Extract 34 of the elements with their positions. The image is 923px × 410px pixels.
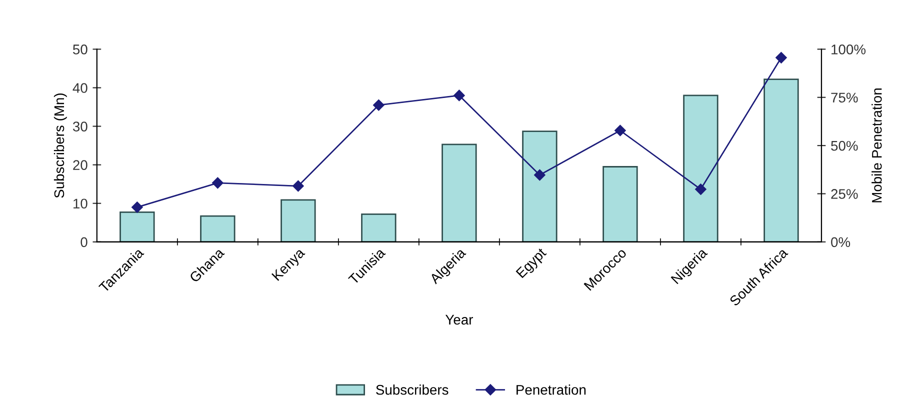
- point: [695, 184, 706, 195]
- bar: [120, 212, 155, 242]
- point: [614, 124, 626, 136]
- y2-tick-label: 100%: [832, 44, 866, 54]
- y-tick-label: 20: [73, 160, 88, 170]
- y-tick-label: 30: [72, 122, 88, 132]
- y-tick-label: 50: [72, 44, 88, 54]
- y-tick-label: 0: [80, 237, 88, 248]
- y2-axis-title: Mobile Penetration: [872, 88, 882, 202]
- y2-tick-label: 0%: [831, 237, 850, 248]
- point: [132, 202, 143, 213]
- y-tick-label: 40: [72, 83, 88, 93]
- y-tick-label: 10: [74, 198, 88, 209]
- bar: [280, 199, 316, 242]
- bar: [361, 213, 396, 242]
- y-axis-title: Subscribers (Mn): [54, 94, 67, 198]
- bar: [200, 215, 236, 242]
- point: [776, 52, 787, 64]
- legend-label: Subscribers: [376, 384, 448, 395]
- bar: [683, 94, 718, 242]
- x-axis-title: Year: [445, 314, 473, 325]
- bar: [442, 144, 477, 242]
- bar: [764, 78, 799, 242]
- point: [373, 99, 384, 111]
- point: [454, 90, 465, 102]
- y2-tick-label: 50%: [831, 140, 858, 151]
- y2-tick-label: 75%: [831, 92, 858, 103]
- bar: [522, 130, 558, 242]
- y2-tick-label: 25%: [831, 189, 858, 199]
- point: [212, 177, 224, 189]
- point: [534, 169, 546, 181]
- bar: [602, 166, 638, 242]
- legend-label: Penetration: [516, 384, 586, 395]
- point: [292, 180, 304, 192]
